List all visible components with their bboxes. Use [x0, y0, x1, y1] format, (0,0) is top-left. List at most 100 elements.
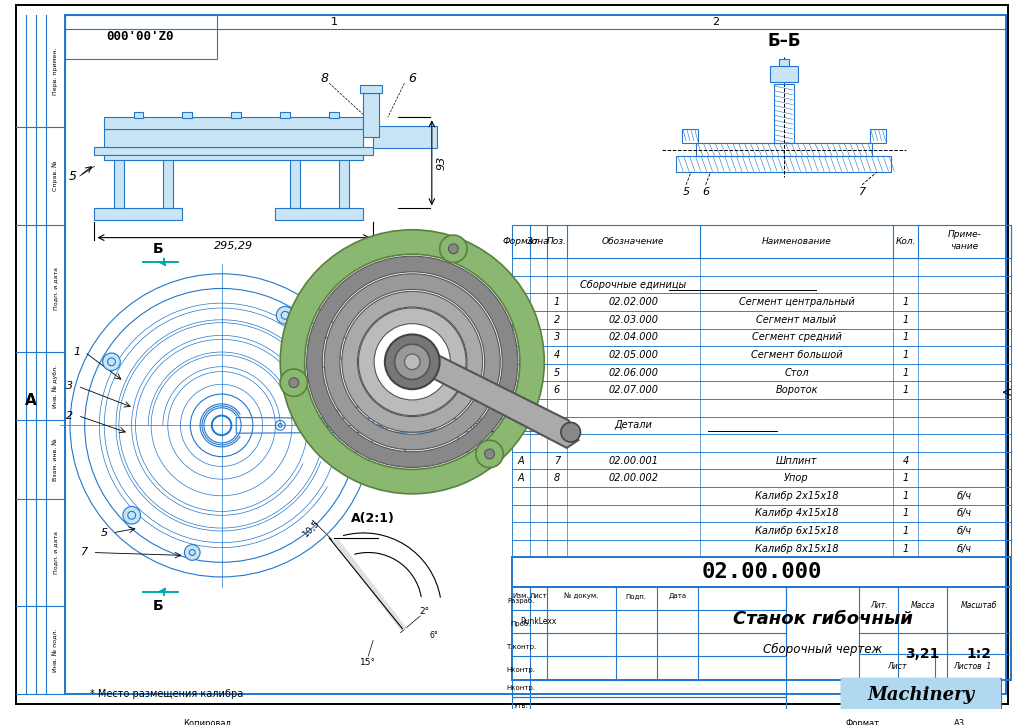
Text: 5: 5	[683, 186, 689, 196]
Text: 7: 7	[81, 547, 88, 558]
Text: 6: 6	[702, 186, 710, 196]
Bar	[512, 487, 1011, 505]
Text: Вороток: Вороток	[775, 385, 818, 395]
Text: Наименование: Наименование	[762, 237, 831, 246]
Text: Б: Б	[153, 242, 163, 257]
Bar	[774, 84, 794, 143]
Bar	[512, 679, 785, 697]
Circle shape	[449, 244, 459, 254]
FancyBboxPatch shape	[841, 678, 1000, 713]
Text: 15°: 15°	[360, 658, 376, 666]
Text: Зона: Зона	[527, 237, 550, 246]
Bar	[512, 469, 1011, 487]
Text: 6: 6	[409, 72, 417, 85]
Text: Лист: Лист	[887, 662, 907, 671]
Bar	[133, 112, 143, 118]
Text: 1: 1	[331, 17, 338, 27]
Text: Стол: Стол	[784, 368, 809, 378]
Text: Сегмент малый: Сегмент малый	[757, 315, 837, 325]
Text: Б–Б: Б–Б	[767, 32, 801, 50]
Text: 1: 1	[902, 491, 908, 501]
Text: PunkLexx: PunkLexx	[520, 617, 557, 626]
Text: 4: 4	[902, 455, 908, 465]
Bar	[512, 452, 1011, 469]
Circle shape	[102, 353, 120, 370]
Text: Лист: Лист	[529, 593, 547, 599]
Text: б/ч: б/ч	[956, 491, 972, 501]
Text: Формат: Формат	[845, 719, 880, 725]
Bar	[364, 93, 379, 137]
Text: 8: 8	[463, 445, 470, 455]
Bar	[163, 154, 173, 208]
Text: 02.07.000: 02.07.000	[608, 385, 658, 395]
Text: Упор: Упор	[784, 473, 809, 483]
Text: 4: 4	[409, 455, 416, 465]
Text: Поз.: Поз.	[547, 237, 567, 246]
Text: Machinery: Machinery	[867, 687, 974, 704]
Text: Проб.: Проб.	[511, 621, 531, 627]
Text: Станок гибочный: Станок гибочный	[732, 610, 912, 629]
Bar	[94, 208, 182, 220]
Text: 4: 4	[554, 350, 560, 360]
Bar	[114, 154, 124, 208]
Bar	[512, 540, 1011, 558]
Text: чание: чание	[950, 242, 978, 251]
Text: 1:2: 1:2	[967, 647, 991, 660]
Bar	[512, 311, 1011, 328]
Text: 02.06.000: 02.06.000	[608, 368, 658, 378]
Circle shape	[281, 369, 307, 397]
Text: А: А	[1004, 387, 1014, 395]
Text: 1: 1	[902, 526, 908, 536]
Text: Подп. и дата: Подп. и дата	[53, 531, 57, 574]
Text: Нконтр.: Нконтр.	[506, 685, 536, 692]
Text: Кол.: Кол.	[895, 237, 915, 246]
Circle shape	[184, 544, 200, 560]
Text: Сегмент средний: Сегмент средний	[752, 332, 842, 342]
Bar	[682, 129, 697, 143]
Wedge shape	[281, 230, 545, 494]
Text: Разраб.: Разраб.	[507, 597, 535, 604]
Text: 02.03.000: 02.03.000	[608, 315, 658, 325]
Text: А: А	[517, 473, 524, 483]
Circle shape	[484, 449, 495, 459]
Text: А: А	[25, 394, 37, 408]
Text: 5: 5	[69, 170, 77, 183]
Text: 1: 1	[902, 368, 908, 378]
Text: А(2:1): А(2:1)	[351, 512, 395, 525]
Bar	[339, 154, 349, 208]
Text: 1: 1	[902, 544, 908, 554]
Bar	[870, 129, 886, 143]
Text: Утв.: Утв.	[513, 703, 528, 709]
Text: 5: 5	[100, 528, 108, 538]
Bar	[770, 67, 798, 82]
Bar	[360, 85, 382, 93]
Bar	[290, 154, 300, 208]
Text: 02.00.001: 02.00.001	[608, 455, 658, 465]
Bar	[512, 276, 1011, 294]
Bar	[512, 399, 1011, 417]
Text: Изм.: Изм.	[512, 593, 529, 599]
Circle shape	[561, 423, 581, 442]
Bar	[104, 117, 364, 129]
Text: Нконтр.: Нконтр.	[506, 667, 536, 674]
Text: 02.02.000: 02.02.000	[608, 297, 658, 307]
Text: Перв. примен.: Перв. примен.	[53, 47, 57, 94]
Bar	[841, 678, 1000, 713]
Text: 000'00'Z0: 000'00'Z0	[106, 30, 174, 43]
Bar	[512, 346, 1011, 364]
Bar	[66, 14, 217, 59]
Text: 1: 1	[902, 350, 908, 360]
Bar	[512, 697, 785, 715]
Bar	[779, 59, 788, 67]
Text: б/ч: б/ч	[956, 508, 972, 518]
Wedge shape	[306, 256, 518, 468]
Text: 1: 1	[902, 315, 908, 325]
Text: Подп. и дата: Подп. и дата	[53, 267, 57, 310]
Text: Копировал: Копировал	[183, 719, 230, 725]
Bar	[512, 381, 1011, 399]
Text: 02.04.000: 02.04.000	[608, 332, 658, 342]
Text: № докум.: № докум.	[564, 593, 599, 600]
Bar	[512, 258, 1011, 276]
Text: А3: А3	[954, 719, 966, 725]
Text: 7: 7	[554, 455, 560, 465]
